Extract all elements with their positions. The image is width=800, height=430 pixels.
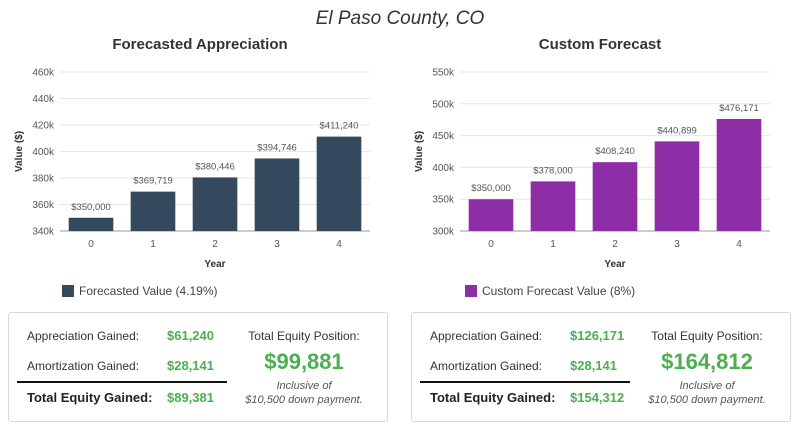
data-label: $408,240 (595, 146, 635, 157)
data-label: $350,000 (71, 202, 111, 213)
forecasted-appreciation-chart: Forecasted Appreciation 340k 360k 380k 400k… (0, 34, 400, 304)
x-tick-label: 2 (212, 239, 218, 250)
x-tick-label: 1 (150, 239, 156, 250)
bar-year-4 (316, 136, 362, 231)
y-tick-label: 360k (32, 200, 55, 211)
equity-summary-card-forecasted: Appreciation Gained: $61,240 Amortizatio… (8, 312, 388, 422)
page-title: El Paso County, CO (315, 8, 485, 29)
x-tick-label: 4 (336, 239, 342, 250)
amortization-value: $28,141 (570, 358, 617, 373)
chart-title: Custom Forecast (538, 36, 662, 53)
x-tick-label: 1 (550, 239, 556, 250)
data-label: $394,746 (257, 142, 297, 153)
bar-year-0 (468, 199, 514, 231)
amortization-value: $28,141 (167, 358, 214, 373)
total-equity-label: Total Equity Gained: (27, 390, 153, 405)
y-tick-label: 440k (32, 94, 55, 105)
appreciation-value: $126,171 (570, 328, 625, 343)
appreciation-value: $61,240 (167, 328, 214, 343)
custom-forecast-chart: Custom Forecast 300k 350k 400k 450k 500k 550k… (400, 34, 800, 304)
amortization-label: Amortization Gained: (430, 359, 543, 373)
x-axis-label: Year (604, 259, 625, 270)
bar-year-2 (192, 177, 238, 231)
equity-position-title: Total Equity Position: (651, 329, 763, 343)
y-tick-label: 340k (32, 227, 55, 238)
y-tick-label: 450k (432, 131, 455, 142)
bar-year-1 (130, 191, 176, 231)
x-tick-label: 0 (488, 239, 494, 250)
equity-note: Inclusive of $10,500 down payment. (632, 379, 782, 407)
legend-custom[interactable]: Custom Forecast Value (8%) (465, 284, 635, 298)
y-tick-label: 300k (432, 227, 455, 238)
data-label: $378,000 (533, 165, 573, 176)
equity-note-line1: Inclusive of (276, 380, 332, 392)
y-axis-label: Value ($) (14, 131, 25, 172)
equity-position-value: $99,881 (264, 349, 344, 374)
equity-note-line2: $10,500 down payment. (648, 394, 766, 406)
total-equity-value: $154,312 (570, 390, 625, 405)
y-tick-label: 400k (432, 163, 455, 174)
bar-year-4 (716, 118, 762, 231)
y-tick-label: 400k (32, 147, 55, 158)
x-tick-label: 2 (612, 239, 618, 250)
equity-note: Inclusive of $10,500 down payment. (229, 379, 379, 407)
y-tick-label: 350k (432, 195, 455, 206)
bar-chart-forecasted: 340k 360k 380k 400k 420k 440k 460k Value ($) $35… (14, 68, 370, 270)
bar-year-2 (592, 162, 638, 231)
y-axis-label: Value ($) (414, 131, 425, 172)
x-tick-label: 4 (736, 239, 742, 250)
equity-position-title: Total Equity Position: (248, 329, 360, 343)
equity-position-value: $164,812 (661, 349, 753, 374)
legend-label: Forecasted Value (4.19%) (79, 284, 218, 298)
y-tick-label: 380k (32, 174, 55, 185)
x-tick-label: 3 (674, 239, 680, 250)
data-label: $369,719 (133, 176, 173, 187)
data-label: $350,000 (471, 183, 511, 194)
equity-note-line1: Inclusive of (679, 380, 735, 392)
data-label: $440,899 (657, 125, 697, 136)
bar-year-0 (68, 217, 114, 231)
data-label: $411,240 (320, 121, 359, 132)
equity-summary-card-custom: Appreciation Gained: $126,171 Amortizati… (411, 312, 791, 422)
divider (17, 381, 227, 383)
legend-forecasted[interactable]: Forecasted Value (4.19%) (62, 284, 218, 298)
legend-label: Custom Forecast Value (8%) (482, 284, 636, 298)
y-tick-label: 550k (432, 68, 455, 79)
data-label: $380,446 (195, 161, 235, 172)
bar-year-3 (254, 158, 300, 231)
appreciation-label: Appreciation Gained: (27, 329, 140, 343)
bar-chart-custom: 300k 350k 400k 450k 500k 550k Value ($) $350,00… (414, 68, 770, 270)
total-equity-value: $89,381 (167, 390, 214, 405)
total-equity-label: Total Equity Gained: (430, 390, 556, 405)
data-label: $476,171 (719, 103, 759, 114)
legend-swatch (62, 285, 74, 297)
bar-year-1 (530, 181, 576, 231)
equity-note-line2: $10,500 down payment. (245, 394, 363, 406)
legend-swatch (465, 285, 477, 297)
y-tick-label: 500k (432, 99, 455, 110)
appreciation-label: Appreciation Gained: (430, 329, 543, 343)
x-axis-label: Year (204, 259, 225, 270)
bar-year-3 (654, 141, 700, 231)
x-tick-label: 0 (88, 239, 94, 250)
chart-title: Forecasted Appreciation (112, 36, 288, 53)
divider (420, 381, 630, 383)
x-tick-label: 3 (274, 239, 280, 250)
amortization-label: Amortization Gained: (27, 359, 140, 373)
y-tick-label: 420k (32, 121, 55, 132)
y-tick-label: 460k (32, 68, 55, 79)
